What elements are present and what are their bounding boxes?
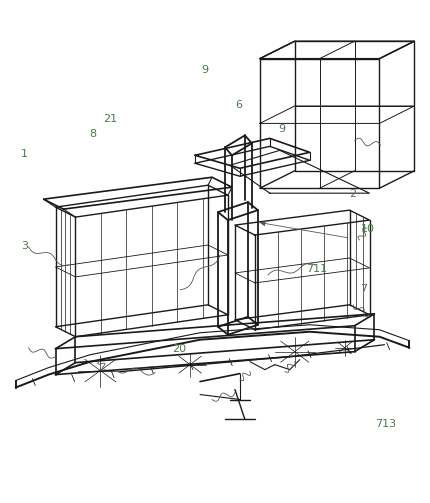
Text: 9: 9 bbox=[201, 65, 208, 75]
Text: 21: 21 bbox=[103, 114, 117, 124]
Text: 2: 2 bbox=[349, 189, 356, 199]
Text: 10: 10 bbox=[360, 224, 374, 234]
Text: 20: 20 bbox=[172, 344, 186, 354]
Text: 713: 713 bbox=[374, 420, 395, 430]
Text: 1: 1 bbox=[21, 149, 28, 159]
Text: 7: 7 bbox=[359, 284, 366, 294]
Text: 9: 9 bbox=[278, 124, 285, 134]
Text: 8: 8 bbox=[89, 129, 96, 139]
Text: 711: 711 bbox=[305, 264, 326, 274]
Text: 3: 3 bbox=[21, 241, 28, 252]
Text: 6: 6 bbox=[235, 100, 242, 110]
